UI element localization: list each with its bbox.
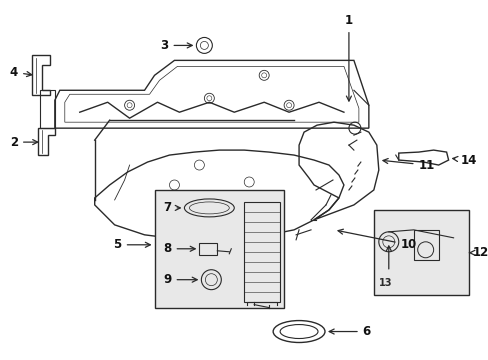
Text: 9: 9	[163, 273, 197, 286]
Text: 3: 3	[160, 39, 192, 52]
Text: 7: 7	[163, 201, 180, 215]
Text: 10: 10	[337, 229, 416, 251]
Bar	[199, 243, 217, 255]
Text: 14: 14	[452, 154, 476, 167]
Text: 4: 4	[10, 66, 32, 79]
Text: 13: 13	[378, 278, 391, 288]
Text: 2: 2	[10, 136, 38, 149]
Text: 6: 6	[328, 325, 370, 338]
FancyBboxPatch shape	[154, 190, 284, 307]
Text: 12: 12	[468, 246, 488, 259]
Text: 1: 1	[344, 14, 352, 101]
Text: 11: 11	[382, 158, 434, 172]
Text: 8: 8	[163, 242, 195, 255]
Bar	[244, 202, 280, 302]
Bar	[413, 230, 438, 260]
Text: 5: 5	[113, 238, 150, 251]
FancyBboxPatch shape	[373, 210, 468, 294]
